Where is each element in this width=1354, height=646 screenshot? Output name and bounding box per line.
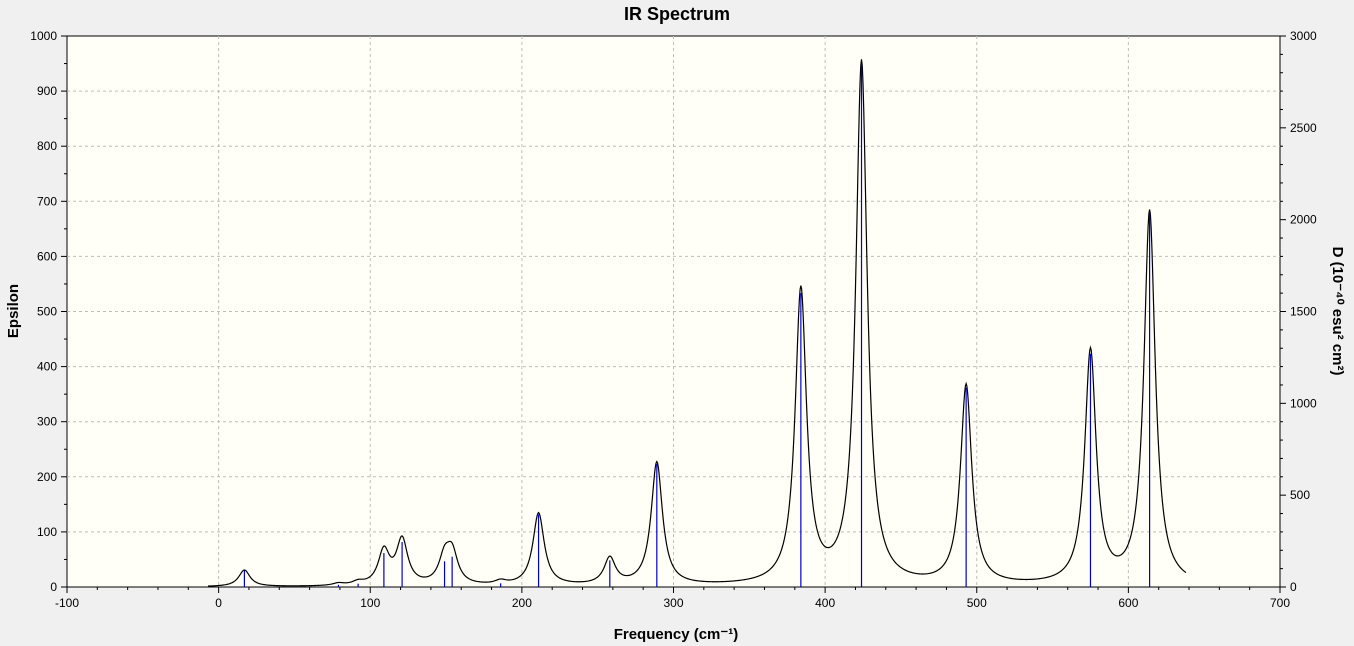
- y-tick-label: 300: [37, 415, 57, 429]
- y-tick-label: 700: [37, 194, 57, 208]
- stick-layer: [243, 64, 1151, 587]
- x-tick-label: 500: [967, 596, 987, 610]
- y-tick-label: 100: [37, 525, 57, 539]
- chart-title: IR Spectrum: [624, 4, 730, 24]
- y2-tick-label: 1500: [1290, 305, 1317, 319]
- y-axis-label: Epsilon: [5, 284, 22, 338]
- y-tick-label: 600: [37, 249, 57, 263]
- grid: [67, 36, 1280, 587]
- x-tick-label: 300: [663, 596, 683, 610]
- y-tick-label: 900: [37, 84, 57, 98]
- spectrum-curve: [207, 59, 1187, 587]
- y-tick-label: 0: [50, 580, 57, 594]
- y-tick-label: 800: [37, 139, 57, 153]
- y2-tick-label: 2500: [1290, 121, 1317, 135]
- x-tick-label: 700: [1270, 596, 1290, 610]
- y2-tick-label: 3000: [1290, 29, 1317, 43]
- y2-tick-label: 1000: [1290, 396, 1317, 410]
- y-tick-label: 200: [37, 470, 57, 484]
- x-axis-label: Frequency (cm⁻¹): [614, 626, 739, 643]
- ticks: -100 0 100 200 300 400 500 600 70001002003004005…: [30, 29, 1317, 610]
- spectrum-layer: [207, 59, 1187, 587]
- y-tick-label: 1000: [30, 29, 57, 43]
- x-tick-label: 0: [215, 596, 222, 610]
- y2-tick-label: 500: [1290, 488, 1310, 502]
- x-tick-label: 200: [512, 596, 532, 610]
- x-tick-label: -100: [55, 596, 79, 610]
- y-tick-label: 500: [37, 305, 57, 319]
- y2-tick-label: 0: [1290, 580, 1297, 594]
- y2-axis-label: D (10⁻⁴⁰ esu² cm²): [1329, 247, 1346, 376]
- y-tick-label: 400: [37, 360, 57, 374]
- x-tick-label: 600: [1118, 596, 1138, 610]
- x-tick-label: 100: [360, 596, 380, 610]
- y2-tick-label: 2000: [1290, 213, 1317, 227]
- x-tick-label: 400: [815, 596, 835, 610]
